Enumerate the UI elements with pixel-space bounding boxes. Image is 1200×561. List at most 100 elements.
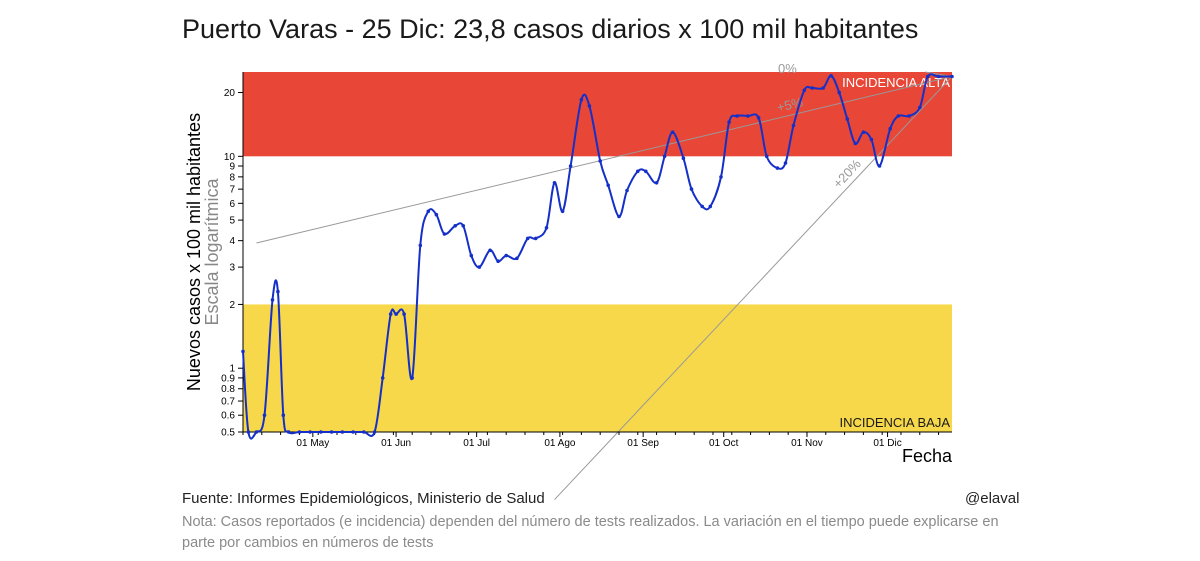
y-tick-label: 2	[229, 300, 235, 311]
data-point	[515, 256, 519, 261]
data-point	[907, 114, 911, 118]
reference-label-0pct: 0%	[778, 61, 797, 76]
data-point	[853, 141, 858, 146]
chart-title: Puerto Varas - 25 Dic: 23,8 casos diario…	[182, 14, 919, 44]
x-axis-title: Fecha	[902, 446, 953, 466]
data-point	[426, 209, 431, 214]
data-point	[869, 137, 874, 142]
data-point	[270, 298, 275, 302]
data-point	[606, 183, 610, 188]
data-point	[654, 181, 659, 185]
data-point	[394, 312, 398, 316]
data-point	[525, 236, 530, 241]
data-point	[837, 90, 841, 95]
reference-line-1	[256, 76, 953, 244]
footnote: Nota: Casos reportados (e incidencia) de…	[182, 514, 999, 551]
data-point	[281, 413, 286, 418]
data-point	[700, 204, 704, 209]
data-series	[241, 73, 954, 440]
y-tick-label: 6	[229, 199, 235, 210]
data-point	[662, 154, 667, 159]
y-tick-label: 5	[229, 216, 235, 227]
data-point	[735, 114, 739, 118]
y-tick-label: 7	[229, 185, 235, 196]
y-tick-label: 8	[229, 172, 235, 183]
data-point	[681, 156, 686, 160]
y-axis-title: Nuevos casos x 100 mil habitantes	[184, 113, 204, 391]
data-point	[286, 430, 291, 434]
data-point	[861, 130, 866, 134]
reference-label-20pct: +20%	[830, 156, 864, 191]
data-point	[791, 123, 796, 128]
data-point	[926, 74, 930, 79]
data-point	[950, 74, 954, 79]
data-point	[453, 224, 458, 228]
data-point	[461, 224, 466, 228]
x-tick-label: 01 Jul	[463, 438, 490, 449]
x-tick-label: 01 Sep	[627, 438, 659, 449]
y-tick-label: 0.7	[221, 397, 235, 408]
data-point	[496, 259, 500, 264]
data-point	[418, 243, 423, 248]
source-text: Fuente: Informes Epidemiológicos, Minist…	[182, 490, 545, 507]
data-point	[617, 214, 621, 219]
data-point	[351, 430, 355, 434]
data-point	[727, 120, 731, 124]
data-point	[544, 226, 549, 230]
y-axis-subtitle: Escala logarítmica	[202, 177, 222, 325]
data-point	[246, 430, 251, 434]
data-point	[469, 253, 474, 258]
y-tick-label: 20	[224, 88, 236, 99]
data-point	[254, 430, 259, 434]
data-point	[319, 430, 323, 434]
data-point	[644, 169, 648, 174]
data-point	[533, 236, 538, 241]
data-point	[434, 212, 439, 217]
data-point	[719, 175, 723, 179]
x-tick-label: 01 Oct	[709, 438, 739, 449]
data-point	[504, 253, 509, 258]
data-point	[402, 312, 406, 316]
data-point	[297, 430, 302, 434]
x-tick-label: 01 Nov	[791, 438, 823, 449]
data-point	[625, 188, 629, 193]
data-point	[775, 166, 780, 170]
data-point	[568, 164, 573, 168]
data-point	[888, 126, 892, 131]
data-point	[477, 265, 482, 269]
y-tick-label: 10	[224, 152, 236, 163]
data-point	[918, 105, 922, 110]
author-handle: @elaval	[965, 490, 1020, 507]
data-point	[810, 86, 815, 90]
y-tick-label: 0.6	[221, 411, 235, 422]
data-point	[802, 88, 807, 93]
data-point	[308, 430, 312, 434]
data-point	[764, 154, 769, 159]
band-incidencia-baja	[243, 304, 952, 432]
data-point	[380, 376, 385, 380]
data-point	[587, 104, 592, 108]
x-tick-label: 01 Ago	[544, 438, 576, 449]
data-point	[276, 289, 280, 294]
data-point	[579, 97, 584, 102]
y-tick-label: 1	[229, 364, 235, 375]
data-point	[598, 159, 602, 163]
data-point	[442, 232, 447, 236]
data-point	[896, 114, 901, 118]
y-tick-label: 4	[229, 236, 235, 247]
data-point	[636, 169, 640, 174]
data-point	[329, 430, 334, 434]
data-point	[340, 430, 345, 434]
data-point	[388, 312, 393, 316]
y-tick-label: 0.5	[221, 428, 235, 439]
data-point	[821, 86, 825, 90]
data-point	[560, 209, 565, 214]
x-tick-label: 01 Dic	[873, 438, 901, 449]
data-point	[362, 430, 366, 434]
x-tick-label: 01 Jun	[381, 438, 411, 449]
y-tick-label: 3	[229, 263, 235, 274]
y-tick-label: 9	[229, 162, 235, 173]
data-point	[262, 413, 267, 418]
data-point	[372, 430, 377, 434]
